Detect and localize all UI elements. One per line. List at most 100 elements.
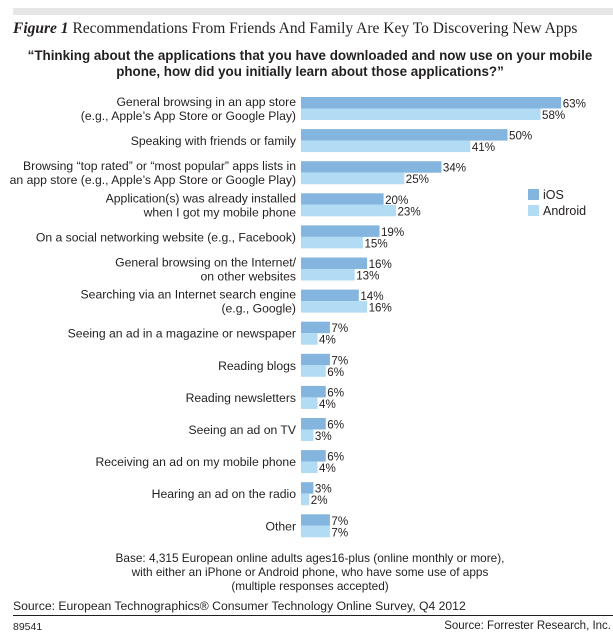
value-label-ios: 7%	[331, 515, 348, 528]
bar-ios	[301, 161, 442, 173]
header-bar	[13, 8, 613, 15]
category-label: Seeing an ad in a magazine or newspaper	[68, 327, 296, 341]
bar-ios	[301, 321, 330, 334]
bar-android	[301, 397, 318, 409]
category-label: Hearing an ad on the radio	[152, 487, 297, 501]
category-label: General browsing on the Internet/on othe…	[115, 256, 297, 284]
value-label-android: 23%	[397, 205, 420, 218]
bar-ios	[301, 193, 384, 205]
value-label-ios: 6%	[327, 451, 344, 464]
category-labels-group: General browsing in an app store (e.g., A…	[10, 95, 297, 533]
base-line: (multiple responses accepted)	[231, 579, 389, 593]
value-label-android: 15%	[364, 237, 387, 250]
category-label-line: Reading blogs	[218, 359, 296, 373]
value-label-ios: 6%	[327, 419, 344, 432]
value-label-android: 7%	[331, 526, 348, 539]
figure-id: 89541	[13, 621, 43, 633]
value-label-android: 6%	[327, 366, 344, 379]
value-label-ios: 20%	[385, 194, 408, 207]
category-label-line: Searching via an Internet search engine	[81, 288, 297, 302]
category-label: Reading newsletters	[186, 391, 296, 405]
bar-android	[301, 493, 310, 506]
category-label-line: Other	[266, 519, 296, 533]
bar-ios	[301, 450, 326, 462]
base-note: Base: 4,315 European online adults ages1…	[20, 551, 600, 593]
bar-android	[301, 269, 355, 281]
value-label-android: 13%	[356, 270, 379, 283]
bar-android	[301, 236, 363, 249]
legend-swatch-ios	[528, 189, 539, 200]
category-label-line: Speaking with friends or family	[131, 134, 297, 148]
bar-ios	[301, 289, 359, 302]
bar-android	[301, 365, 326, 377]
category-label-line: General browsing in an app store	[116, 95, 296, 109]
bar-android	[301, 172, 405, 185]
bar-ios	[301, 225, 380, 237]
legend: iOS Android	[528, 188, 586, 218]
category-label: Other	[266, 519, 296, 533]
value-labels-group: 63%58%50%41%34%25%20%23%19%15%16%13%14%1…	[311, 98, 586, 540]
category-label-line: (e.g., Apple’s App Store or Google Play)	[81, 109, 296, 123]
figure-title-text: Recommendations From Friends And Family …	[72, 20, 578, 37]
category-label-line: an app store (e.g., Apple’s App Store or…	[10, 173, 296, 187]
legend-swatch-android	[528, 205, 539, 216]
figure-title: Figure 1 Recommendations From Friends An…	[13, 20, 577, 38]
base-line: Base: 4,315 European online adults ages1…	[115, 551, 505, 565]
legend-label-android: Android	[543, 204, 586, 218]
value-label-android: 4%	[319, 462, 336, 475]
category-label-line: Seeing an ad on TV	[188, 423, 296, 437]
bar-android	[301, 108, 541, 120]
bar-android	[301, 140, 471, 153]
value-label-ios: 16%	[369, 258, 392, 271]
bars-group	[301, 97, 562, 538]
bar-ios	[301, 353, 330, 366]
bar-ios	[301, 514, 330, 526]
category-label-line: Seeing an ad in a magazine or newspaper	[68, 327, 296, 341]
category-label: General browsing in an app store (e.g., A…	[81, 95, 296, 123]
bar-ios	[301, 257, 368, 269]
bar-android	[301, 301, 368, 313]
value-label-android: 3%	[315, 430, 332, 443]
category-label-line: Receiving an ad on my mobile phone	[95, 455, 296, 469]
source-credit: Source: Forrester Research, Inc.	[444, 620, 611, 632]
value-label-ios: 6%	[327, 386, 344, 399]
value-label-ios: 50%	[509, 130, 532, 143]
bar-ios	[301, 97, 562, 109]
category-label-line: (e.g., Google)	[221, 302, 296, 316]
category-label: On a social networking website (e.g., Fa…	[36, 230, 296, 244]
value-label-android: 4%	[319, 334, 336, 347]
category-label-line: On a social networking website (e.g., Fa…	[36, 230, 296, 244]
chart-title: “Thinking about the applications that yo…	[27, 48, 593, 79]
source-note: Source: European Technographics® Consume…	[13, 599, 466, 613]
value-label-android: 41%	[472, 141, 495, 154]
bar-android	[301, 333, 318, 345]
bar-android	[301, 429, 314, 441]
value-label-android: 4%	[319, 398, 336, 411]
value-label-android: 16%	[369, 302, 392, 315]
category-label: Seeing an ad on TV	[188, 423, 296, 437]
category-label-line: General browsing on the Internet/	[115, 256, 297, 270]
category-label-line: Browsing “top rated” or “most popular” a…	[23, 159, 296, 173]
category-label-line: Reading newsletters	[186, 391, 296, 405]
legend-label-ios: iOS	[543, 188, 564, 202]
category-label: Browsing “top rated” or “most popular” a…	[10, 159, 296, 187]
category-label-line: when I got my mobile phone	[143, 205, 297, 219]
value-label-ios: 14%	[360, 290, 383, 303]
base-line: with either an iPhone or Android phone, …	[131, 565, 489, 579]
bar-ios	[301, 385, 326, 398]
value-label-ios: 3%	[315, 483, 332, 496]
bar-ios	[301, 129, 508, 141]
value-label-ios: 7%	[331, 354, 348, 367]
bar-ios	[301, 482, 314, 494]
footer-divider	[13, 615, 613, 616]
value-label-android: 2%	[311, 494, 328, 507]
bar-chart: General browsing in an app store (e.g., A…	[10, 95, 586, 540]
bar-android	[301, 204, 396, 217]
value-label-ios: 34%	[443, 162, 466, 175]
category-label-line: Application(s) was already installed	[106, 191, 296, 205]
value-label-ios: 63%	[563, 98, 586, 111]
value-label-ios: 19%	[381, 226, 404, 239]
value-label-ios: 7%	[331, 322, 348, 335]
category-label: Application(s) was already installed when…	[106, 191, 297, 219]
value-label-android: 58%	[542, 109, 565, 122]
